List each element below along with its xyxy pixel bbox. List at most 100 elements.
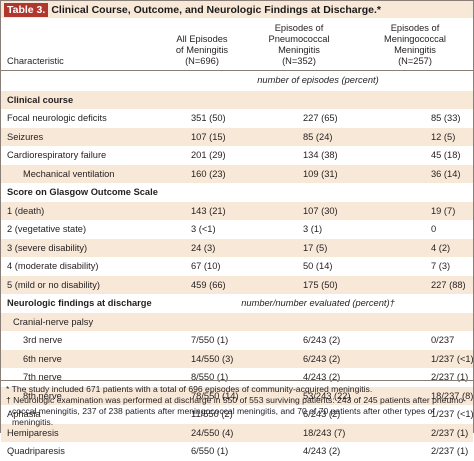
cell-all: 78/550 (14) — [163, 386, 241, 405]
row-label: Focal neurologic deficits — [7, 113, 107, 123]
unit-label: number of episodes (percent) — [257, 75, 379, 86]
row-label: Mechanical ventilation — [1, 164, 163, 183]
cell-all: 160 (23) — [163, 164, 241, 183]
pneumo-header-line: Meningitis — [278, 44, 320, 55]
row-label: Quadriparesis — [7, 446, 65, 456]
cell-pneumo: 85 (24) — [241, 127, 357, 146]
cell-pneumo: 107 (30) — [241, 201, 357, 220]
pneumo-header-line: (N=352) — [282, 55, 316, 66]
table-row: Aphasia 11/550 (2) 6/243 (2) 1/237 (<1) — [1, 405, 474, 424]
cell-mening: 12 (5) — [357, 127, 473, 146]
table-row: 5 (mild or no disability) 459 (66) 175 (… — [1, 275, 473, 294]
cell-mening: 2/237 (1) — [431, 372, 469, 382]
row-label: 8th nerve — [1, 386, 163, 405]
cell-mening: 227 (88) — [357, 275, 473, 294]
cell-all: 14/550 (3) — [163, 349, 241, 368]
table-row: Quadriparesis 6/550 (1) 4/243 (2) 2/237 … — [1, 442, 473, 461]
all-header-line: All Episodes — [176, 33, 228, 44]
row-label: 3 (severe disability) — [1, 238, 163, 257]
table-row: Seizures 107 (15) 85 (24) 12 (5) — [1, 127, 473, 146]
table-row: Cardiorespiratory failure 201 (29) 134 (… — [1, 146, 473, 165]
cell-all: 143 (21) — [163, 201, 241, 220]
row-label: 4 (moderate disability) — [7, 261, 99, 271]
section-label: Neurologic findings at discharge — [7, 298, 152, 308]
characteristic-header: Characteristic — [7, 55, 64, 66]
table-row: 3rd nerve 7/550 (1) 6/243 (2) 0/237 — [1, 331, 473, 350]
cell-pneumo: 227 (65) — [303, 113, 338, 123]
cell-mening: 7 (3) — [431, 261, 451, 271]
cell-all: 201 (29) — [191, 150, 226, 160]
section-row: Clinical course — [1, 90, 473, 109]
all-header-line: (N=696) — [185, 55, 219, 66]
mening-header-line: Meningitis — [394, 44, 436, 55]
cell-mening: 19 (7) — [357, 201, 473, 220]
section-row: Neurologic findings at discharge number/… — [1, 294, 473, 313]
cell-pneumo: 53/243 (22) — [241, 386, 357, 405]
unit-label: number/number evaluated (percent)† — [241, 298, 395, 308]
table-number: Table 3. — [4, 2, 49, 17]
footnote: * The study included 671 patients with a… — [6, 384, 373, 394]
row-label: Aphasia — [7, 409, 41, 419]
cell-pneumo: 17 (5) — [241, 238, 357, 257]
header-row: Characteristic All Episodes of Meningiti… — [1, 18, 473, 70]
row-label: Cardiorespiratory failure — [7, 150, 107, 160]
cell-pneumo: 6/243 (2) — [303, 335, 341, 345]
cell-all: 459 (66) — [163, 275, 241, 294]
cell-pneumo: 4/243 (2) — [303, 446, 341, 456]
row-label: Seizures — [1, 127, 163, 146]
pneumococcal-header: Episodes of Pneumococcal Meningitis (N=3… — [241, 18, 357, 70]
table-row: 7th nerve 8/550 (1) 4/243 (2) 2/237 (1) — [1, 368, 473, 387]
cell-mening: 1/237 (<1) — [431, 409, 474, 419]
cell-mening: 0/237 — [431, 335, 455, 345]
section-label: Clinical course — [1, 90, 473, 109]
cell-all: 11/550 (2) — [191, 409, 233, 419]
row-label: 3rd nerve — [23, 335, 63, 345]
cell-all: 24 (3) — [163, 238, 241, 257]
cell-pneumo: 3 (1) — [303, 224, 323, 234]
cell-pneumo: 4/243 (2) — [303, 372, 341, 382]
row-label: 7th nerve — [23, 372, 62, 382]
table-row: Mechanical ventilation 160 (23) 109 (31)… — [1, 164, 473, 183]
row-label: 2 (vegetative state) — [7, 224, 87, 234]
all-header-line: of Meningitis — [175, 44, 229, 55]
cell-all: 67 (10) — [191, 261, 221, 271]
row-label: 6th nerve — [1, 349, 163, 368]
all-episodes-header: All Episodes of Meningitis (N=696) — [163, 18, 241, 70]
cell-all: 6/550 (1) — [191, 446, 229, 456]
cell-mening: 85 (33) — [431, 113, 461, 123]
cell-pneumo: 109 (31) — [241, 164, 357, 183]
footnote: † Neurologic examination was performed a… — [6, 395, 467, 405]
cell-all: 8/550 (1) — [191, 372, 229, 382]
footnote: coccal meningitis, 237 of 238 patients a… — [12, 406, 435, 427]
cell-pneumo: 134 (38) — [303, 150, 338, 160]
table-row: 2 (vegetative state) 3 (<1) 3 (1) 0 — [1, 220, 473, 239]
table-row: Cranial-nerve palsy — [1, 312, 473, 331]
section-label: Score on Glasgow Outcome Scale — [7, 187, 158, 197]
row-label: 5 (mild or no disability) — [1, 275, 163, 294]
table-title: Clinical Course, Outcome, and Neurologic… — [51, 3, 381, 16]
mening-header-line: (N=257) — [398, 55, 432, 66]
table-row: 4 (moderate disability) 67 (10) 50 (14) … — [1, 257, 473, 276]
table-row: 1 (death) 143 (21) 107 (30) 19 (7) — [1, 201, 473, 220]
meningococcal-header: Episodes of Meningococcal Meningitis (N=… — [357, 18, 473, 70]
cell-all: 7/550 (1) — [191, 335, 229, 345]
cell-all: 107 (15) — [163, 127, 241, 146]
table-row: 6th nerve 14/550 (3) 6/243 (2) 1/237 (<1… — [1, 349, 474, 368]
table-row: 8th nerve 78/550 (14) 53/243 (22) 18/237… — [1, 386, 473, 405]
cell-mening: 36 (14) — [357, 164, 473, 183]
unit-row: number of episodes (percent) — [1, 70, 473, 91]
cell-pneumo: 50 (14) — [303, 261, 333, 271]
pneumo-header-line: Episodes of Pneumococcal — [268, 22, 330, 44]
cell-mening: 2/237 (1) — [431, 446, 469, 456]
table-row: 3 (severe disability) 24 (3) 17 (5) 4 (2… — [1, 238, 473, 257]
cell-pneumo: 6/243 (2) — [241, 349, 357, 368]
cell-mening: 4 (2) — [357, 238, 473, 257]
cell-mening: 0 — [431, 224, 437, 234]
cell-mening: 1/237 (<1) — [357, 349, 474, 368]
row-label: Cranial-nerve palsy — [1, 312, 473, 331]
table-title-bar: Table 3. Clinical Course, Outcome, and N… — [1, 1, 473, 18]
footnotes: * The study included 671 patients with a… — [1, 380, 473, 428]
row-label: 1 (death) — [1, 201, 163, 220]
section-row: Score on Glasgow Outcome Scale — [1, 183, 473, 202]
